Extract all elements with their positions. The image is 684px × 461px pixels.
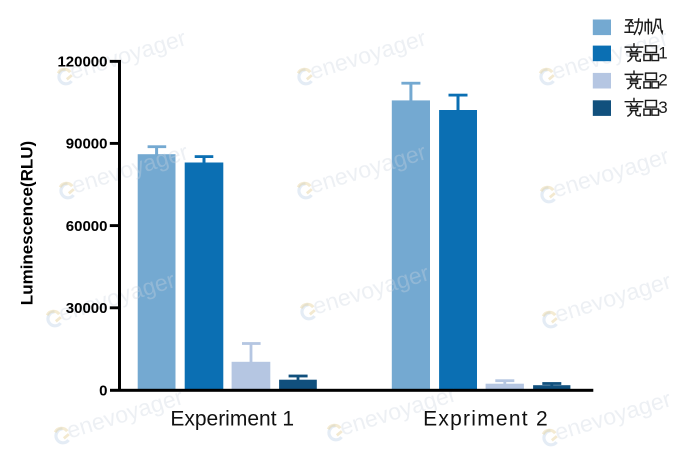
svg-text:enevoyager: enevoyager [307,24,430,84]
svg-text:enevoyager: enevoyager [552,385,675,445]
svg-text:Luminescence(RLU): Luminescence(RLU) [18,141,37,305]
svg-text:Experiment 1: Experiment 1 [170,408,294,431]
svg-text:120000: 120000 [57,54,107,71]
svg-text:Expriment 2: Expriment 2 [423,408,549,431]
svg-text:enevoyager: enevoyager [550,142,673,202]
svg-text:3: 3 [658,98,667,117]
svg-text:0: 0 [99,382,107,399]
svg-text:2: 2 [658,71,667,90]
svg-text:1: 1 [658,43,667,62]
svg-text:enevoyager: enevoyager [552,267,675,327]
svg-text:90000: 90000 [66,136,108,153]
svg-text:enevoyager: enevoyager [64,383,187,443]
svg-text:60000: 60000 [66,218,108,235]
svg-text:30000: 30000 [66,300,108,317]
